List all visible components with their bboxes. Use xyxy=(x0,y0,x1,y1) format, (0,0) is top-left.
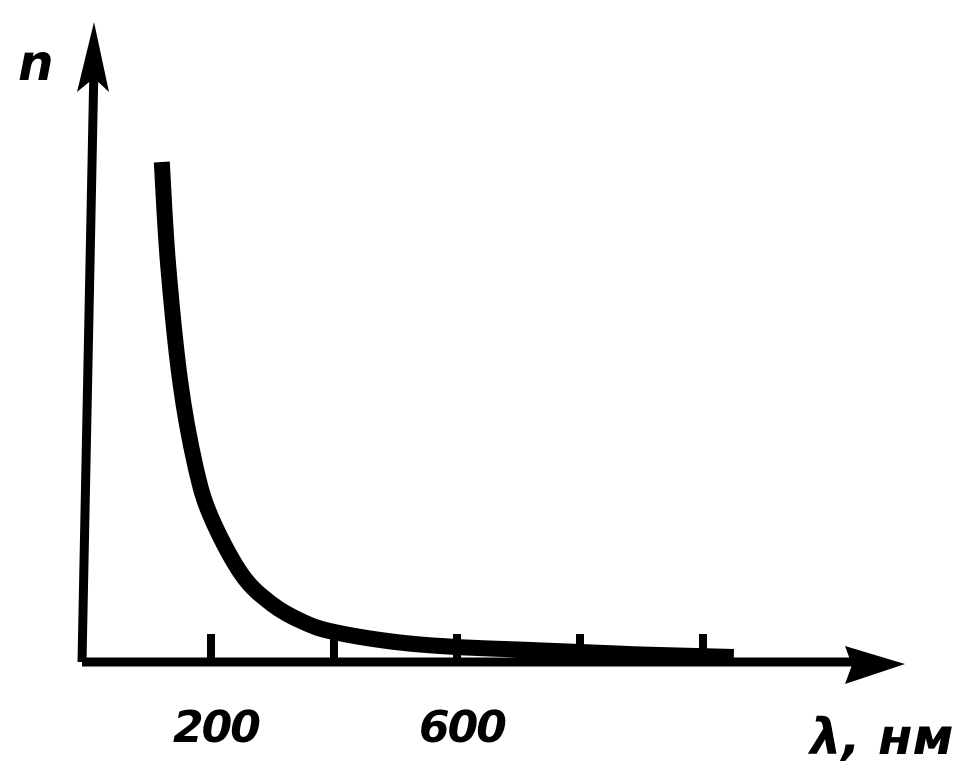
y-axis-label: n xyxy=(18,34,54,92)
x-tick-labels: 200 600 xyxy=(173,702,508,753)
y-axis xyxy=(77,64,99,663)
x-axis-label: λ, нм xyxy=(807,708,953,766)
y-axis-arrow xyxy=(77,22,109,92)
x-axis-arrow xyxy=(845,646,905,684)
x-tick-label-600: 600 xyxy=(419,702,506,753)
x-tick-label-200: 200 xyxy=(173,702,260,753)
axes xyxy=(77,22,905,684)
series-curve xyxy=(153,161,735,665)
